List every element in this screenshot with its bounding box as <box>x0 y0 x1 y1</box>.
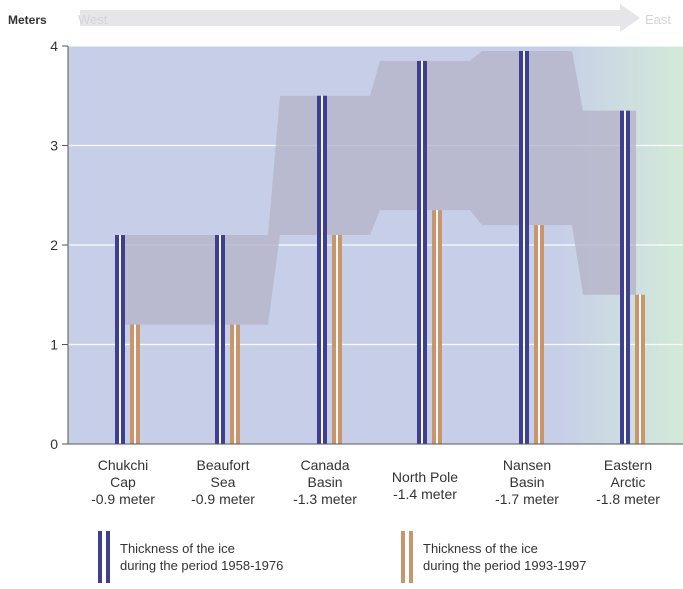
bar-1993-1997-stripe <box>338 235 342 444</box>
x-tick-label-line: -0.9 meter <box>191 491 255 507</box>
bar-1958-1976-stripe <box>620 110 624 445</box>
bar-1993-1997 <box>230 324 240 444</box>
x-tick-label-line: North Pole <box>392 469 458 485</box>
bar-1993-1997-stripe <box>438 210 442 444</box>
bar-1993-1997-gap <box>234 324 236 444</box>
legend-label-line: Thickness of the ice <box>423 541 538 556</box>
bar-1958-1976-gap <box>624 110 626 445</box>
legend-swatch-1958-1976 <box>98 531 110 583</box>
x-tick-label-line: -1.4 meter <box>393 486 457 502</box>
legend-label-line: during the period 1993-1997 <box>423 558 587 573</box>
y-tick-label: 0 <box>50 436 58 452</box>
bar-1993-1997-stripe <box>540 225 544 444</box>
bar-1993-1997-stripe <box>130 324 134 444</box>
bar-1958-1976-stripe <box>423 60 427 445</box>
y-tick-label: 2 <box>50 237 58 253</box>
thinning-band <box>115 50 636 325</box>
bar-1958-1976 <box>317 95 327 444</box>
bar-1958-1976 <box>215 235 225 444</box>
legend-label-1958-1976: Thickness of the ice during the period 1… <box>120 540 370 574</box>
x-tick-label-line: Cap <box>110 474 136 490</box>
west-east-arrow <box>80 4 640 32</box>
y-tick-label: 4 <box>50 38 58 54</box>
bar-1993-1997-stripe <box>136 324 140 444</box>
direction-west-label: West <box>78 12 108 27</box>
direction-east-label: East <box>645 12 671 27</box>
bar-1958-1976-gap <box>321 95 323 444</box>
bar-1958-1976 <box>115 235 125 444</box>
bar-1993-1997-stripe <box>635 294 639 444</box>
bar-1993-1997-stripe <box>230 324 234 444</box>
legend-label-line: Thickness of the ice <box>120 541 235 556</box>
bar-1993-1997-gap <box>134 324 136 444</box>
x-tick-label-line: -1.3 meter <box>293 491 357 507</box>
x-tick-label: Nansen Basin -1.7 meter <box>495 457 559 507</box>
x-tick-label-line: Arctic <box>611 474 646 490</box>
x-tick-label-line: Sea <box>211 474 236 490</box>
legend-label-line: during the period 1958-1976 <box>120 558 284 573</box>
x-tick-label: Eastern Arctic -1.8 meter <box>596 457 660 507</box>
bar-1958-1976-stripe <box>323 95 327 444</box>
x-tick-label-line: Nansen <box>503 457 551 473</box>
bar-1958-1976 <box>417 60 427 445</box>
x-tick-label-line: -1.7 meter <box>495 491 559 507</box>
bar-1993-1997-gap <box>436 210 438 444</box>
x-tick-label-line: Canada <box>300 457 349 473</box>
bar-1993-1997-stripe <box>332 235 336 444</box>
bar-1958-1976-stripe <box>626 110 630 445</box>
bar-1993-1997-stripe <box>236 324 240 444</box>
x-tick-label-line: Chukchi <box>98 457 149 473</box>
bar-1958-1976-gap <box>119 235 121 444</box>
legend-item-1993-1997: Thickness of the ice during the period 1… <box>401 530 673 584</box>
bar-1958-1976-gap <box>219 235 221 444</box>
bar-1958-1976-stripe <box>519 50 523 444</box>
bar-1958-1976-gap <box>421 60 423 445</box>
bar-1993-1997 <box>635 294 645 444</box>
y-axis: 0 1 2 3 4 <box>50 38 69 452</box>
y-tick-label: 3 <box>50 138 58 154</box>
y-tick-label: 1 <box>50 337 58 353</box>
bar-1993-1997-stripe <box>534 225 538 444</box>
bar-1993-1997-gap <box>538 225 540 444</box>
x-tick-label: Canada Basin -1.3 meter <box>293 457 357 507</box>
bar-1958-1976-stripe <box>417 60 421 445</box>
bar-1958-1976-stripe <box>317 95 321 444</box>
x-tick-label-line: Basin <box>307 474 342 490</box>
x-tick-label-line: -0.9 meter <box>91 491 155 507</box>
x-tick-label: Chukchi Cap -0.9 meter <box>91 457 155 507</box>
legend-item-1958-1976: Thickness of the ice during the period 1… <box>98 530 370 584</box>
bar-1958-1976-stripe <box>525 50 529 444</box>
header-direction-bar: Meters West East <box>8 4 671 32</box>
bar-1958-1976 <box>620 110 630 445</box>
bar-1958-1976-stripe <box>115 235 119 444</box>
x-tick-label: Beaufort Sea -0.9 meter <box>191 457 255 507</box>
x-tick-label-line: Eastern <box>604 457 652 473</box>
x-tick-label-line: Basin <box>509 474 544 490</box>
bar-1993-1997 <box>332 235 342 444</box>
bar-1958-1976-gap <box>523 50 525 444</box>
x-tick-label: North Pole -1.4 meter <box>392 469 458 502</box>
x-tick-label-line: -1.8 meter <box>596 491 660 507</box>
bars <box>68 50 683 445</box>
bar-1958-1976-stripe <box>215 235 219 444</box>
bar-1958-1976-stripe <box>221 235 225 444</box>
bar-1993-1997 <box>432 210 442 444</box>
bar-1993-1997 <box>534 225 544 444</box>
bar-1993-1997-gap <box>336 235 338 444</box>
bar-1993-1997-gap <box>639 294 641 444</box>
bar-1993-1997-stripe <box>432 210 436 444</box>
x-tick-label-line: Beaufort <box>197 457 250 473</box>
bar-1958-1976 <box>519 50 529 444</box>
legend-label-1993-1997: Thickness of the ice during the period 1… <box>423 540 673 574</box>
legend-swatch-1993-1997 <box>401 531 413 583</box>
bar-1993-1997 <box>130 324 140 444</box>
bar-1958-1976-stripe <box>121 235 125 444</box>
bar-1993-1997-stripe <box>641 294 645 444</box>
y-axis-title: Meters <box>8 13 47 27</box>
